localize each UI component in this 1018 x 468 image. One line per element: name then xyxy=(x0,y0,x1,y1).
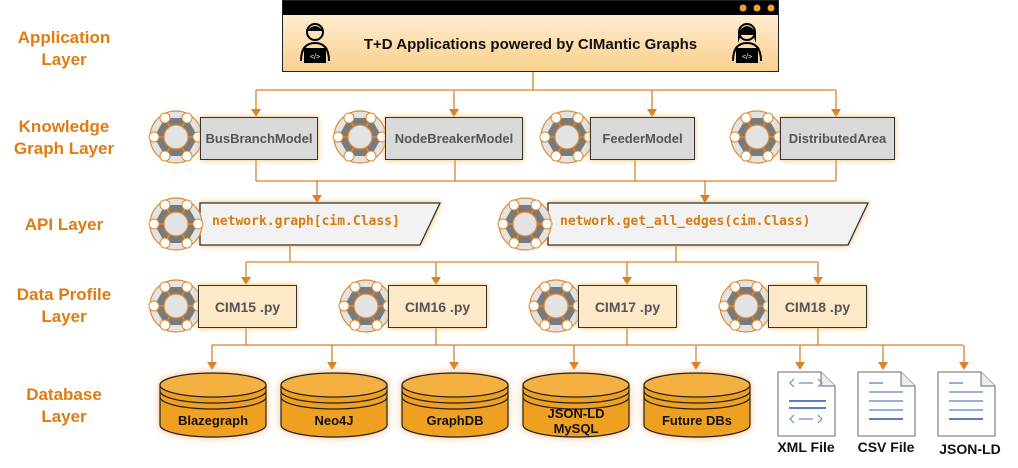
db-blazegraph: Blazegraph xyxy=(177,413,249,428)
arrow-head xyxy=(878,362,888,370)
kg-nodebreakermodel[interactable]: NodeBreakerModel xyxy=(385,117,523,160)
file-csv-label: CSV File xyxy=(857,439,915,455)
document-file-icon xyxy=(937,371,996,437)
graph-node-icon xyxy=(338,279,394,333)
arrow-head xyxy=(327,362,337,370)
arrow-head xyxy=(251,109,261,117)
graph-node-icon xyxy=(729,110,785,164)
graph-node-icon xyxy=(148,110,204,164)
arrow-head xyxy=(831,109,841,117)
arrow-head xyxy=(569,362,579,370)
arrow-head xyxy=(700,195,710,203)
arrow-head xyxy=(959,362,969,370)
arrow-head xyxy=(241,277,251,285)
graph-node-icon xyxy=(497,197,553,251)
graph-node-icon xyxy=(148,197,204,251)
arrow-head xyxy=(647,109,657,117)
kg-feedermodel[interactable]: FeederModel xyxy=(590,117,695,160)
database-icon xyxy=(159,372,267,438)
arrow-head xyxy=(795,362,805,370)
arrow-head xyxy=(622,277,632,285)
graph-node-icon xyxy=(332,110,388,164)
layer-label-database: Database Layer xyxy=(26,385,102,426)
profile-cim15[interactable]: CIM15 .py xyxy=(198,285,297,328)
arrow-head xyxy=(449,109,459,117)
database-icon xyxy=(522,372,630,438)
file-xml-label: XML File xyxy=(777,439,835,455)
application-window: T+D Applications powered by CIMantic Gra… xyxy=(282,0,779,72)
layer-label-knowledge-graph: Knowledge Graph Layer xyxy=(13,117,115,158)
application-title: T+D Applications powered by CIMantic Gra… xyxy=(363,36,698,53)
api-network-graph[interactable]: network.graph[cim.Class] xyxy=(212,214,400,229)
graph-node-icon xyxy=(718,279,774,333)
db-future: Future DBs xyxy=(661,413,733,428)
api-get-all-edges[interactable]: network.get_all_edges(cim.Class) xyxy=(560,214,811,229)
kg-busbranchmodel[interactable]: BusBranchModel xyxy=(200,117,318,160)
graph-node-icon xyxy=(539,110,595,164)
db-jsonld-mysql: JSON-LD MySQL xyxy=(547,406,605,436)
db-neo4j: Neo4J xyxy=(314,413,354,428)
svg-text:</>: </> xyxy=(310,54,320,61)
arrow-head xyxy=(312,195,322,203)
database-icon xyxy=(280,372,388,438)
kg-distributedarea[interactable]: DistributedArea xyxy=(780,117,895,160)
profile-cim18[interactable]: CIM18 .py xyxy=(768,285,867,328)
db-graphdb: GraphDB xyxy=(426,413,484,428)
arrow-head xyxy=(431,277,441,285)
database-icon xyxy=(401,372,509,438)
graph-node-icon xyxy=(148,279,204,333)
arrow-head xyxy=(813,277,823,285)
database-icon xyxy=(643,372,751,438)
arrow-head xyxy=(691,362,701,370)
layer-label-api: API Layer xyxy=(24,215,104,234)
document-file-icon xyxy=(857,371,916,437)
file-jsonld-label: JSON-LD xyxy=(939,441,1001,457)
window-title-bar xyxy=(283,1,778,15)
layer-label-application: Application Layer xyxy=(17,28,111,69)
svg-text:</>: </> xyxy=(742,54,752,61)
profile-cim17[interactable]: CIM17 .py xyxy=(578,285,677,328)
arrow-head xyxy=(449,362,459,370)
arrow-head xyxy=(207,362,217,370)
profile-cim16[interactable]: CIM16 .py xyxy=(388,285,487,328)
layer-label-data-profile: Data Profile Layer xyxy=(16,285,112,326)
graph-node-icon xyxy=(528,279,584,333)
xml-file-icon xyxy=(777,371,836,437)
